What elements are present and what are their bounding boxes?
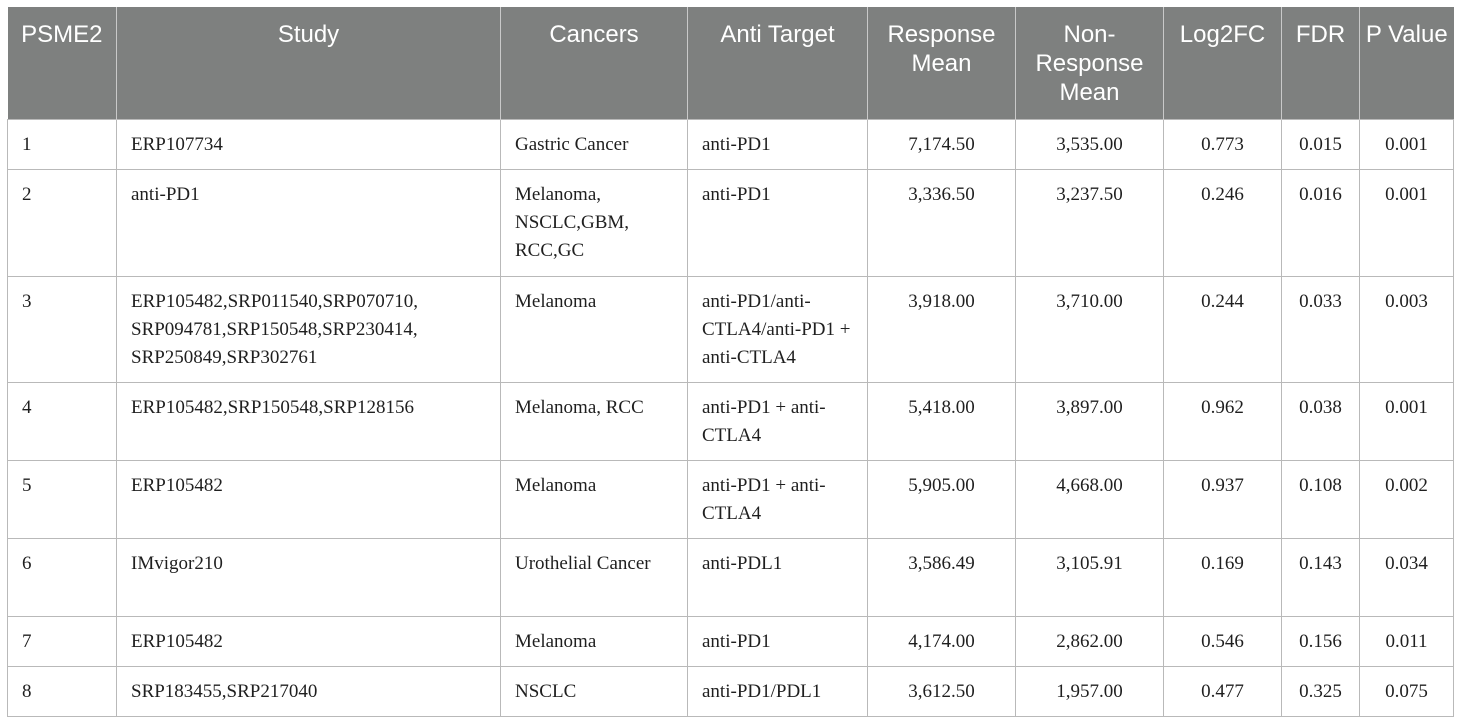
cell-log2fc: 0.169	[1163, 538, 1282, 617]
table-row: 6 IMvigor210 Urothelial Cancer anti-PDL1…	[7, 538, 1454, 617]
cell-fdr: 0.033	[1281, 276, 1360, 383]
cell-non-response-mean: 3,710.00	[1015, 276, 1164, 383]
cell-anti-target: anti-PD1/PDL1	[687, 666, 868, 717]
cell-non-response-mean: 1,957.00	[1015, 666, 1164, 717]
header-fdr: FDR	[1281, 7, 1360, 120]
cell-p-value: 0.002	[1359, 460, 1454, 539]
cell-log2fc: 0.244	[1163, 276, 1282, 383]
cell-cancers: Gastric Cancer	[500, 119, 688, 170]
cell-cancers: Urothelial Cancer	[500, 538, 688, 617]
cell-response-mean: 7,174.50	[867, 119, 1016, 170]
cell-study: anti-PD1	[116, 169, 501, 277]
cell-no: 8	[7, 666, 117, 717]
cell-response-mean: 4,174.00	[867, 616, 1016, 667]
header-anti-target: Anti Target	[687, 7, 868, 120]
cell-study: ERP105482	[116, 616, 501, 667]
cell-no: 4	[7, 382, 117, 461]
cell-p-value: 0.001	[1359, 169, 1454, 277]
cell-non-response-mean: 2,862.00	[1015, 616, 1164, 667]
cell-anti-target: anti-PD1 + anti-CTLA4	[687, 460, 868, 539]
psme2-table: PSME2 Study Cancers Anti Target Response…	[7, 7, 1454, 717]
header-p-value: P Value	[1359, 7, 1454, 120]
header-row: PSME2 Study Cancers Anti Target Response…	[7, 7, 1454, 120]
table-row: 5 ERP105482 Melanoma anti-PD1 + anti-CTL…	[7, 460, 1454, 539]
cell-cancers: NSCLC	[500, 666, 688, 717]
cell-no: 5	[7, 460, 117, 539]
cell-response-mean: 3,586.49	[867, 538, 1016, 617]
cell-non-response-mean: 3,897.00	[1015, 382, 1164, 461]
cell-anti-target: anti-PD1/anti-CTLA4/anti-PD1 + anti-CTLA…	[687, 276, 868, 383]
cell-fdr: 0.015	[1281, 119, 1360, 170]
cell-p-value: 0.011	[1359, 616, 1454, 667]
cell-no: 1	[7, 119, 117, 170]
cell-no: 6	[7, 538, 117, 617]
cell-log2fc: 0.773	[1163, 119, 1282, 170]
cell-response-mean: 5,905.00	[867, 460, 1016, 539]
cell-study: ERP107734	[116, 119, 501, 170]
cell-log2fc: 0.477	[1163, 666, 1282, 717]
cell-anti-target: anti-PDL1	[687, 538, 868, 617]
cell-p-value: 0.001	[1359, 119, 1454, 170]
cell-anti-target: anti-PD1 + anti-CTLA4	[687, 382, 868, 461]
cell-anti-target: anti-PD1	[687, 169, 868, 277]
cell-response-mean: 3,336.50	[867, 169, 1016, 277]
cell-fdr: 0.038	[1281, 382, 1360, 461]
cell-study: SRP183455,SRP217040	[116, 666, 501, 717]
cell-study: ERP105482,SRP150548,SRP128156	[116, 382, 501, 461]
table-row: 3 ERP105482,SRP011540,SRP070710, SRP0947…	[7, 276, 1454, 383]
cell-response-mean: 5,418.00	[867, 382, 1016, 461]
cell-fdr: 0.325	[1281, 666, 1360, 717]
cell-no: 7	[7, 616, 117, 667]
cell-non-response-mean: 3,535.00	[1015, 119, 1164, 170]
cell-non-response-mean: 3,105.91	[1015, 538, 1164, 617]
table-row: 8 SRP183455,SRP217040 NSCLC anti-PD1/PDL…	[7, 666, 1454, 717]
table-row: 7 ERP105482 Melanoma anti-PD1 4,174.00 2…	[7, 616, 1454, 667]
cell-p-value: 0.003	[1359, 276, 1454, 383]
cell-fdr: 0.156	[1281, 616, 1360, 667]
cell-response-mean: 3,918.00	[867, 276, 1016, 383]
cell-p-value: 0.001	[1359, 382, 1454, 461]
cell-fdr: 0.143	[1281, 538, 1360, 617]
cell-log2fc: 0.962	[1163, 382, 1282, 461]
cell-non-response-mean: 3,237.50	[1015, 169, 1164, 277]
cell-cancers: Melanoma	[500, 460, 688, 539]
cell-cancers: Melanoma, RCC	[500, 382, 688, 461]
cell-cancers: Melanoma	[500, 616, 688, 667]
cell-log2fc: 0.937	[1163, 460, 1282, 539]
cell-study: ERP105482	[116, 460, 501, 539]
cell-study: IMvigor210	[116, 538, 501, 617]
cell-p-value: 0.034	[1359, 538, 1454, 617]
cell-cancers: Melanoma	[500, 276, 688, 383]
table-row: 2 anti-PD1 Melanoma, NSCLC,GBM, RCC,GC a…	[7, 169, 1454, 277]
cell-no: 2	[7, 169, 117, 277]
cell-no: 3	[7, 276, 117, 383]
header-response-mean: Response Mean	[867, 7, 1016, 120]
cell-fdr: 0.016	[1281, 169, 1360, 277]
cell-response-mean: 3,612.50	[867, 666, 1016, 717]
cell-non-response-mean: 4,668.00	[1015, 460, 1164, 539]
header-non-response-mean: Non-Response Mean	[1015, 7, 1164, 120]
cell-cancers: Melanoma, NSCLC,GBM, RCC,GC	[500, 169, 688, 277]
cell-log2fc: 0.246	[1163, 169, 1282, 277]
cell-study: ERP105482,SRP011540,SRP070710, SRP094781…	[116, 276, 501, 383]
header-psme2: PSME2	[7, 7, 117, 120]
header-cancers: Cancers	[500, 7, 688, 120]
header-log2fc: Log2FC	[1163, 7, 1282, 120]
cell-fdr: 0.108	[1281, 460, 1360, 539]
cell-log2fc: 0.546	[1163, 616, 1282, 667]
header-study: Study	[116, 7, 501, 120]
cell-anti-target: anti-PD1	[687, 119, 868, 170]
cell-p-value: 0.075	[1359, 666, 1454, 717]
table-row: 4 ERP105482,SRP150548,SRP128156 Melanoma…	[7, 382, 1454, 461]
table-row: 1 ERP107734 Gastric Cancer anti-PD1 7,17…	[7, 119, 1454, 170]
cell-anti-target: anti-PD1	[687, 616, 868, 667]
